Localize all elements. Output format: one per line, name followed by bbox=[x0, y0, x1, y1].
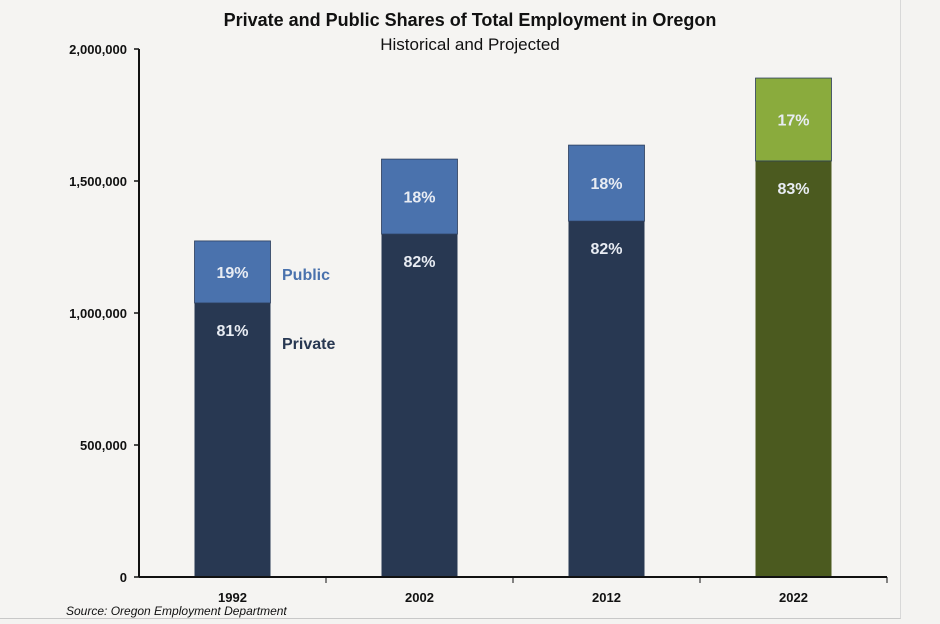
bar-private-2022 bbox=[755, 160, 832, 577]
data-label-public-2012: 18% bbox=[590, 176, 622, 193]
data-label-public-2022: 17% bbox=[777, 112, 809, 129]
data-label-private-2012: 82% bbox=[590, 241, 622, 258]
x-tick-label-2022: 2022 bbox=[779, 590, 808, 605]
bar-private-1992 bbox=[194, 302, 271, 577]
data-label-private-2002: 82% bbox=[403, 254, 435, 271]
data-label-public-1992: 19% bbox=[216, 265, 248, 282]
y-tick-label: 0 bbox=[120, 570, 127, 585]
x-tick-label-1992: 1992 bbox=[218, 590, 247, 605]
data-label-public-2002: 18% bbox=[403, 190, 435, 207]
x-tick-label-2012: 2012 bbox=[592, 590, 621, 605]
bar-private-2012 bbox=[568, 221, 645, 578]
bar-public-2022 bbox=[755, 77, 832, 162]
source-note: Source: Oregon Employment Department bbox=[66, 604, 287, 618]
bar-public-1992 bbox=[194, 240, 271, 304]
data-label-private-2022: 83% bbox=[777, 181, 809, 198]
legend-public: Public bbox=[282, 267, 330, 284]
bar-public-2002 bbox=[381, 158, 458, 235]
legend-private: Private bbox=[282, 336, 335, 353]
x-tick-label-2002: 2002 bbox=[405, 590, 434, 605]
bar-private-2002 bbox=[381, 234, 458, 577]
bar-public-2012 bbox=[568, 144, 645, 222]
data-label-private-1992: 81% bbox=[216, 323, 248, 340]
y-tick-label: 1,000,000 bbox=[69, 306, 127, 321]
chart-title: Private and Public Shares of Total Emplo… bbox=[223, 10, 717, 30]
y-tick-label: 500,000 bbox=[80, 438, 127, 453]
y-tick-label: 2,000,000 bbox=[69, 42, 127, 57]
y-tick-label: 1,500,000 bbox=[69, 174, 127, 189]
chart-subtitle: Historical and Projected bbox=[380, 35, 560, 54]
